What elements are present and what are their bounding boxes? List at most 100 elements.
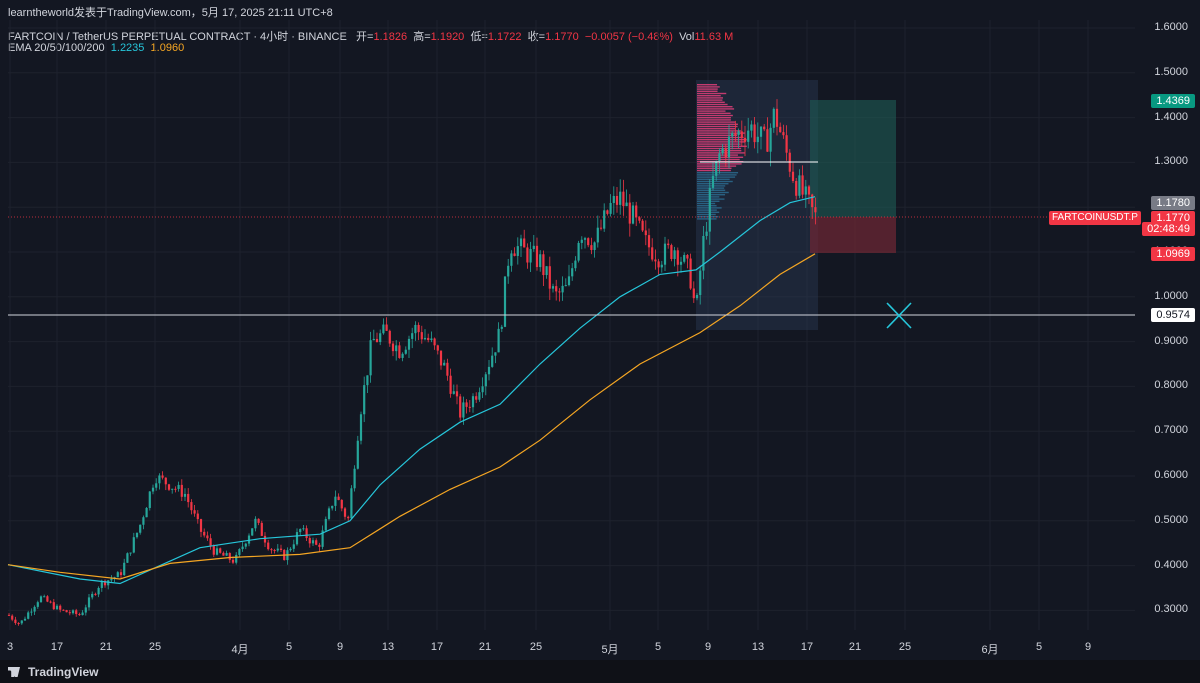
candle-body xyxy=(535,245,539,268)
candle-body xyxy=(686,255,689,259)
candle-body xyxy=(417,324,420,333)
candle-body xyxy=(212,546,215,555)
candle-body xyxy=(580,239,583,243)
candle-body xyxy=(302,528,305,530)
candle-body xyxy=(196,513,199,520)
candle-body xyxy=(52,602,55,610)
candle-body xyxy=(494,352,497,356)
candle-body xyxy=(795,180,798,196)
price-chart[interactable] xyxy=(0,0,1200,660)
candle-body xyxy=(267,542,270,550)
brand-label: TradingView xyxy=(28,665,99,679)
volume-profile-bar xyxy=(697,92,727,95)
volume-profile-bar xyxy=(697,108,735,110)
volume-profile-bar xyxy=(697,167,732,169)
volume-profile-bar xyxy=(697,90,718,92)
volume-profile-bar xyxy=(697,123,738,125)
open-label: 开= xyxy=(356,31,374,43)
candle-body xyxy=(587,238,590,246)
candle-body xyxy=(84,607,87,613)
candle-body xyxy=(263,535,267,543)
close-x-icon[interactable] xyxy=(886,302,912,329)
volume-profile-bar xyxy=(697,202,716,205)
candle-body xyxy=(404,349,407,354)
candle-body xyxy=(449,375,452,394)
price-tick: 0.7000 xyxy=(1154,424,1188,437)
volume-profile-bar xyxy=(697,152,745,154)
candle-body xyxy=(292,544,295,549)
candle-body xyxy=(231,559,235,563)
time-tick: 4月 xyxy=(231,644,249,656)
volume-profile-bar xyxy=(697,136,744,139)
candle-body xyxy=(590,245,593,251)
candle-body xyxy=(734,133,737,136)
candle-body xyxy=(465,402,468,407)
volume-profile-bar xyxy=(697,117,731,119)
volume-profile-bar xyxy=(697,172,739,174)
candle-body xyxy=(689,258,692,289)
candle-body xyxy=(731,133,734,137)
candle-body xyxy=(190,502,193,511)
time-tick: 17 xyxy=(430,641,444,653)
ema-label[interactable]: EMA 20/50/100/200 xyxy=(8,42,105,54)
candle-body xyxy=(318,544,321,547)
volume-profile-bar xyxy=(697,114,733,117)
time-tick: 5月 xyxy=(601,644,619,656)
tradingview-icon xyxy=(8,667,20,677)
candle-body xyxy=(801,175,804,195)
time-tick: 5 xyxy=(285,641,293,653)
candle-body xyxy=(750,124,753,131)
candle-body xyxy=(692,288,695,299)
volume-profile-bar xyxy=(697,99,723,101)
time-tick: 25 xyxy=(148,641,162,653)
candle-body xyxy=(270,549,273,551)
symbol-title[interactable]: FARTCOIN / TetherUS PERPETUAL CONTRACT ·… xyxy=(8,31,347,43)
candle-body xyxy=(273,550,276,552)
candle-body xyxy=(711,175,715,188)
volume-profile-bar xyxy=(697,84,718,86)
candle-body xyxy=(436,345,439,351)
candle-body xyxy=(715,160,718,176)
candle-body xyxy=(782,132,785,136)
candle-body xyxy=(683,255,686,262)
candle-body xyxy=(366,375,369,386)
candle-body xyxy=(475,396,478,400)
candle-body xyxy=(500,326,503,329)
candle-body xyxy=(331,505,334,509)
candle-body xyxy=(811,194,814,208)
volume-profile-bar xyxy=(697,169,731,172)
candle-body xyxy=(567,276,571,286)
volume-profile-bar xyxy=(697,119,731,121)
candle-body xyxy=(97,587,100,595)
tradingview-logo[interactable]: TradingView xyxy=(8,665,98,679)
candle-body xyxy=(23,618,27,621)
candle-body xyxy=(619,191,622,205)
candle-body xyxy=(791,171,795,181)
candle-body xyxy=(203,531,206,536)
time-tick: 9 xyxy=(704,641,712,653)
candle-body xyxy=(119,572,123,576)
candle-body xyxy=(289,548,292,551)
ema-long-line xyxy=(7,253,816,580)
candle-body xyxy=(158,475,161,484)
candle-body xyxy=(94,593,97,595)
price-tick: 0.9000 xyxy=(1154,334,1188,347)
candle-body xyxy=(385,324,388,331)
candle-body xyxy=(628,202,631,224)
volume-profile-bar xyxy=(697,132,745,134)
volume-profile-bar xyxy=(697,209,717,211)
candle-body xyxy=(369,340,372,376)
vol-value: 11.63 M xyxy=(694,31,734,43)
candle-body xyxy=(55,605,59,610)
candle-body xyxy=(33,606,36,612)
candle-body xyxy=(596,227,599,243)
volume-profile-bar xyxy=(697,86,720,88)
candle-body xyxy=(673,250,676,259)
candle-body xyxy=(523,238,526,248)
candle-body xyxy=(78,614,81,616)
candle-body xyxy=(7,614,11,616)
candle-body xyxy=(775,108,779,127)
candle-body xyxy=(81,612,84,616)
long-stop-zone xyxy=(810,217,896,253)
candle-body xyxy=(36,602,39,607)
